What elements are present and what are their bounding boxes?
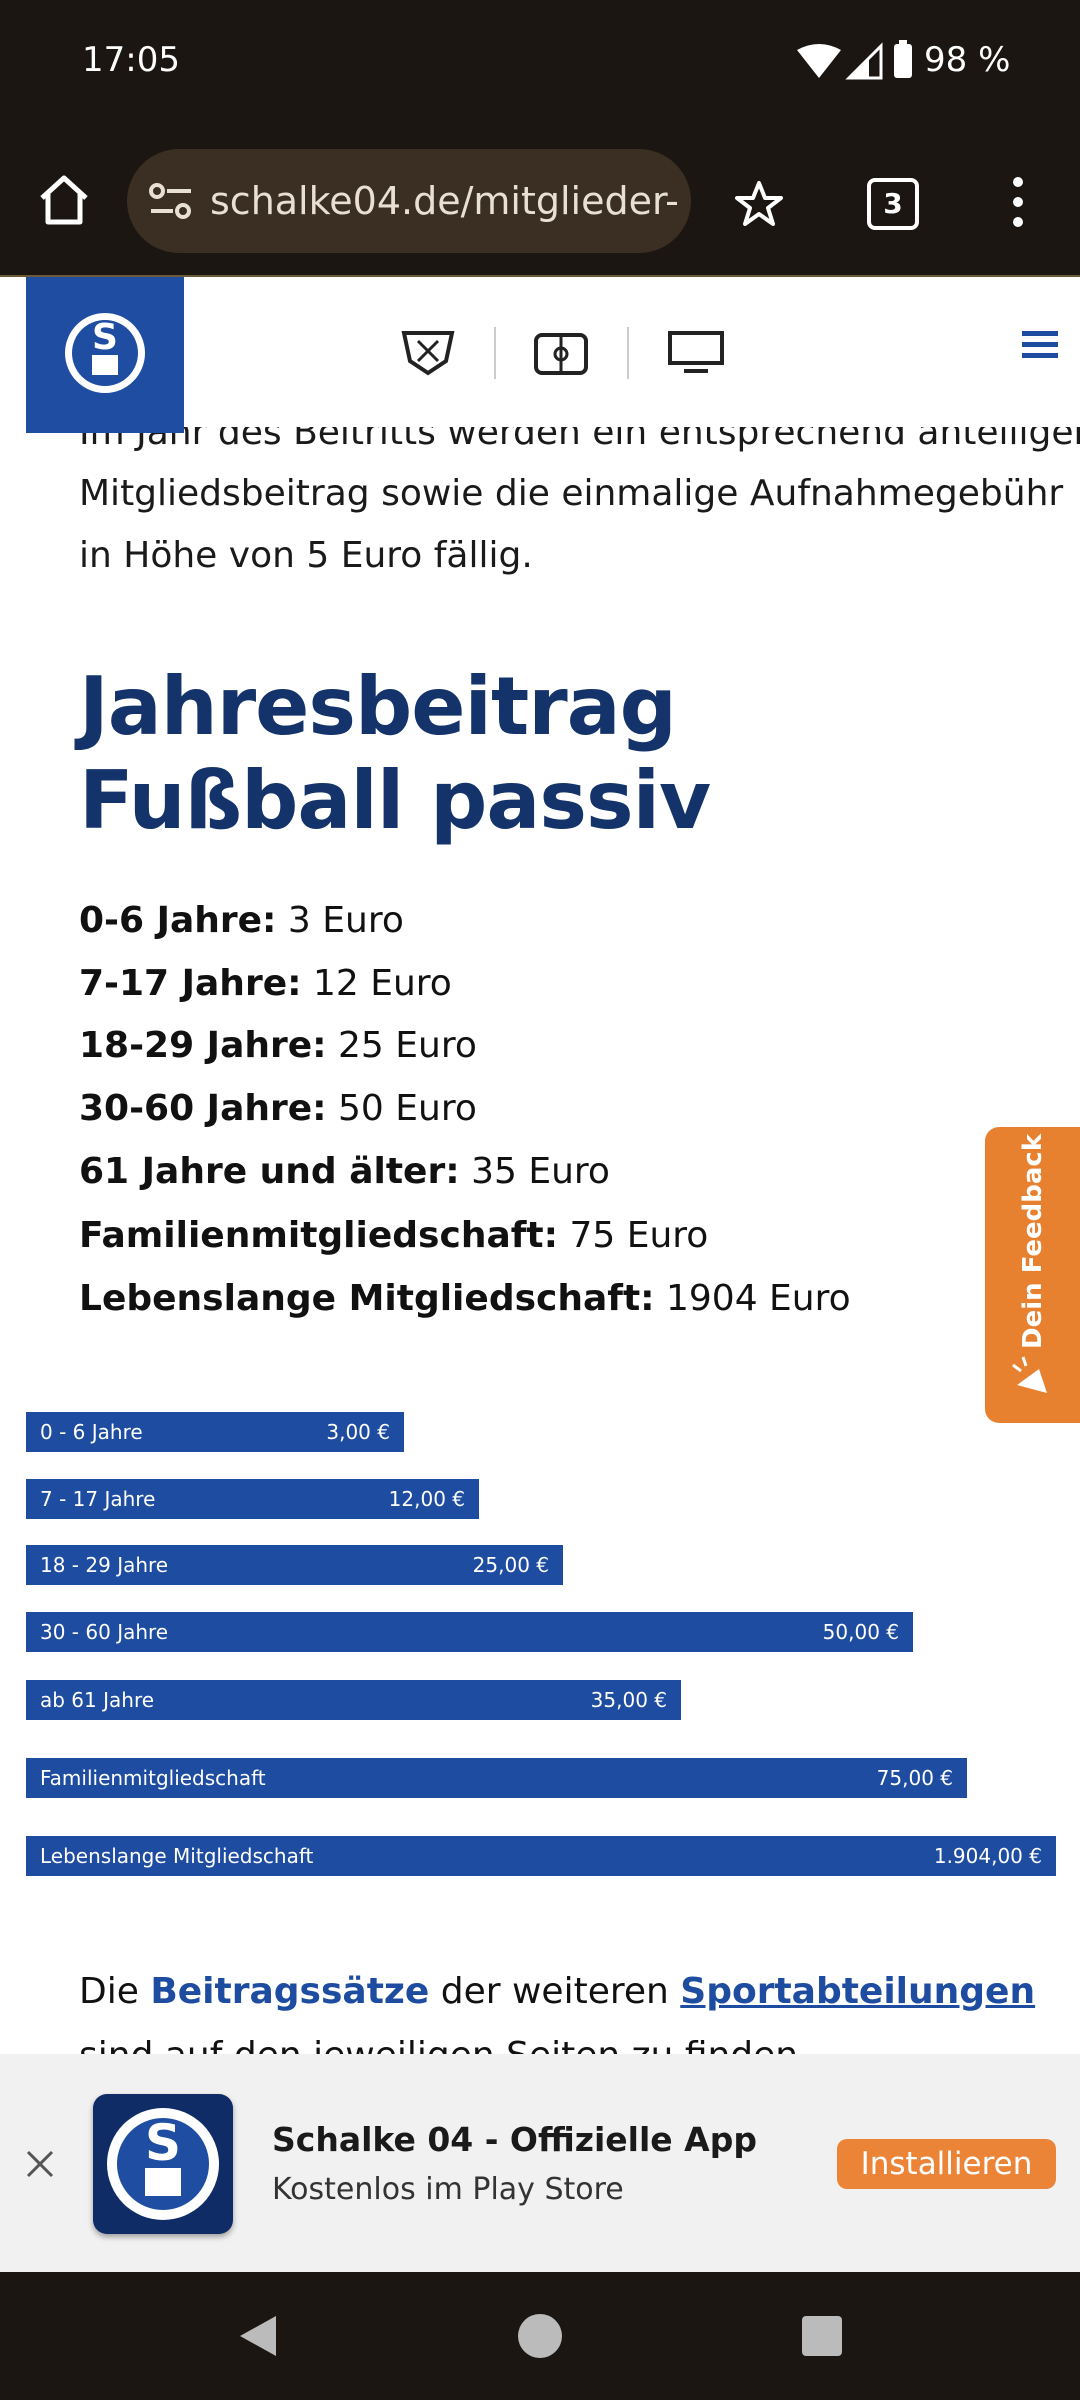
bar-value: 25,00 €: [472, 1553, 549, 1577]
feedback-label[interactable]: Dein Feedback: [1018, 1133, 1048, 1349]
fee-item: 18-29 Jahre: 25 Euro: [79, 1025, 477, 1066]
header-nav-icons[interactable]: [400, 325, 730, 385]
feedback-tab[interactable]: Dein Feedback: [985, 1127, 1080, 1423]
bar-value: 12,00 €: [388, 1487, 465, 1511]
bar-label: 30 - 60 Jahre: [40, 1620, 169, 1644]
battery-icon: [894, 40, 912, 78]
svg-text:S: S: [92, 317, 118, 358]
fee-bar: 30 - 60 Jahre 50,00 €: [26, 1612, 913, 1652]
fee-value: 25 Euro: [338, 1025, 477, 1066]
intro-text: in Höhe von 5 Euro fällig.: [79, 535, 533, 576]
clock: 17:05: [82, 40, 180, 80]
fee-item: Familienmitgliedschaft: 75 Euro: [79, 1215, 708, 1256]
svg-text:S: S: [145, 2114, 181, 2172]
fee-label: 18-29 Jahre:: [79, 1025, 327, 1066]
bar-value: 35,00 €: [590, 1688, 667, 1712]
fee-value: 3 Euro: [287, 900, 404, 941]
bar-label: 7 - 17 Jahre: [40, 1487, 156, 1511]
fee-bar: 0 - 6 Jahre 3,00 €: [26, 1412, 404, 1452]
intro-text: Mitgliedsbeitrag sowie die einmalige Auf…: [79, 473, 1064, 514]
bar-value: 50,00 €: [822, 1620, 899, 1644]
text: Die: [79, 1971, 139, 2012]
fee-item: 7-17 Jahre: 12 Euro: [79, 963, 452, 1004]
hamburger-menu[interactable]: [1022, 329, 1058, 361]
bar-label: 0 - 6 Jahre: [40, 1420, 143, 1444]
battery-level: 98 %: [924, 40, 1011, 80]
tab-count[interactable]: 3: [867, 178, 919, 230]
home-button[interactable]: [36, 172, 92, 228]
status-bar: 17:05 98 %: [0, 0, 1080, 130]
app-install-banner: S Schalke 04 - Offizielle App Kostenlos …: [0, 2054, 1080, 2272]
fee-value: 50 Euro: [338, 1088, 477, 1129]
club-logo[interactable]: S: [26, 277, 184, 433]
link[interactable]: Beitragssätze: [150, 1971, 430, 2012]
app-icon: S: [93, 2094, 233, 2234]
close-button[interactable]: [24, 2148, 56, 2180]
fee-label: 0-6 Jahre:: [79, 900, 277, 941]
signal-icons: [797, 42, 883, 80]
fee-bar: ab 61 Jahre 35,00 €: [26, 1680, 681, 1720]
fee-item: 0-6 Jahre: 3 Euro: [79, 900, 404, 941]
browser-toolbar: schalke04.de/mitglieder- 3: [0, 130, 1080, 277]
bar-label: ab 61 Jahre: [40, 1688, 155, 1712]
install-button[interactable]: Installieren: [837, 2139, 1056, 2189]
system-nav-bar: [0, 2272, 1080, 2400]
site-header: S: [0, 277, 1080, 433]
bar-value: 75,00 €: [876, 1766, 953, 1790]
fee-label: 61 Jahre und älter:: [79, 1151, 460, 1192]
fee-label: 7-17 Jahre:: [79, 963, 302, 1004]
site-settings-icon[interactable]: [147, 179, 195, 223]
megaphone-icon: [1012, 1356, 1047, 1393]
fee-item: 61 Jahre und älter: 35 Euro: [79, 1151, 610, 1192]
fee-value: 12 Euro: [312, 963, 452, 1004]
bar-value: 3,00 €: [326, 1420, 390, 1444]
fee-bar: 18 - 29 Jahre 25,00 €: [26, 1545, 563, 1585]
fee-bar: 7 - 17 Jahre 12,00 €: [26, 1479, 479, 1519]
app-title: Schalke 04 - Offizielle App: [272, 2120, 757, 2159]
fee-value: 35 Euro: [471, 1151, 610, 1192]
url-text[interactable]: schalke04.de/mitglieder-: [210, 179, 679, 223]
url-bar[interactable]: schalke04.de/mitglieder-: [127, 149, 691, 253]
bookmark-star[interactable]: [735, 180, 783, 226]
bar-label: 18 - 29 Jahre: [40, 1553, 169, 1577]
fee-value: 1904 Euro: [666, 1278, 851, 1319]
fee-value: 75 Euro: [569, 1215, 709, 1256]
nav-buttons[interactable]: [230, 2312, 850, 2362]
app-logo: S: [107, 2108, 219, 2220]
bar-label: Lebenslange Mitgliedschaft: [40, 1844, 314, 1868]
link[interactable]: Sportabteilungen: [680, 1971, 1036, 2012]
fee-label: 30-60 Jahre:: [79, 1088, 327, 1129]
bar-value: 1.904,00 €: [933, 1844, 1042, 1868]
fee-item: 30-60 Jahre: 50 Euro: [79, 1088, 477, 1129]
fee-bar: Lebenslange Mitgliedschaft 1.904,00 €: [26, 1836, 1056, 1876]
text: der weiteren: [440, 1971, 669, 2012]
bar-label: Familienmitgliedschaft: [40, 1766, 266, 1790]
logo-graphic: S: [65, 313, 145, 393]
fee-bar: Familienmitgliedschaft 75,00 €: [26, 1758, 967, 1798]
fee-item: Lebenslange Mitgliedschaft: 1904 Euro: [79, 1278, 851, 1319]
app-subtitle: Kostenlos im Play Store: [272, 2172, 624, 2207]
section-heading: Jahresbeitrag Fußball passiv: [79, 660, 711, 847]
menu-button[interactable]: [1008, 174, 1028, 230]
fee-label: Familienmitgliedschaft:: [79, 1215, 559, 1256]
fee-label: Lebenslange Mitgliedschaft:: [79, 1278, 655, 1319]
